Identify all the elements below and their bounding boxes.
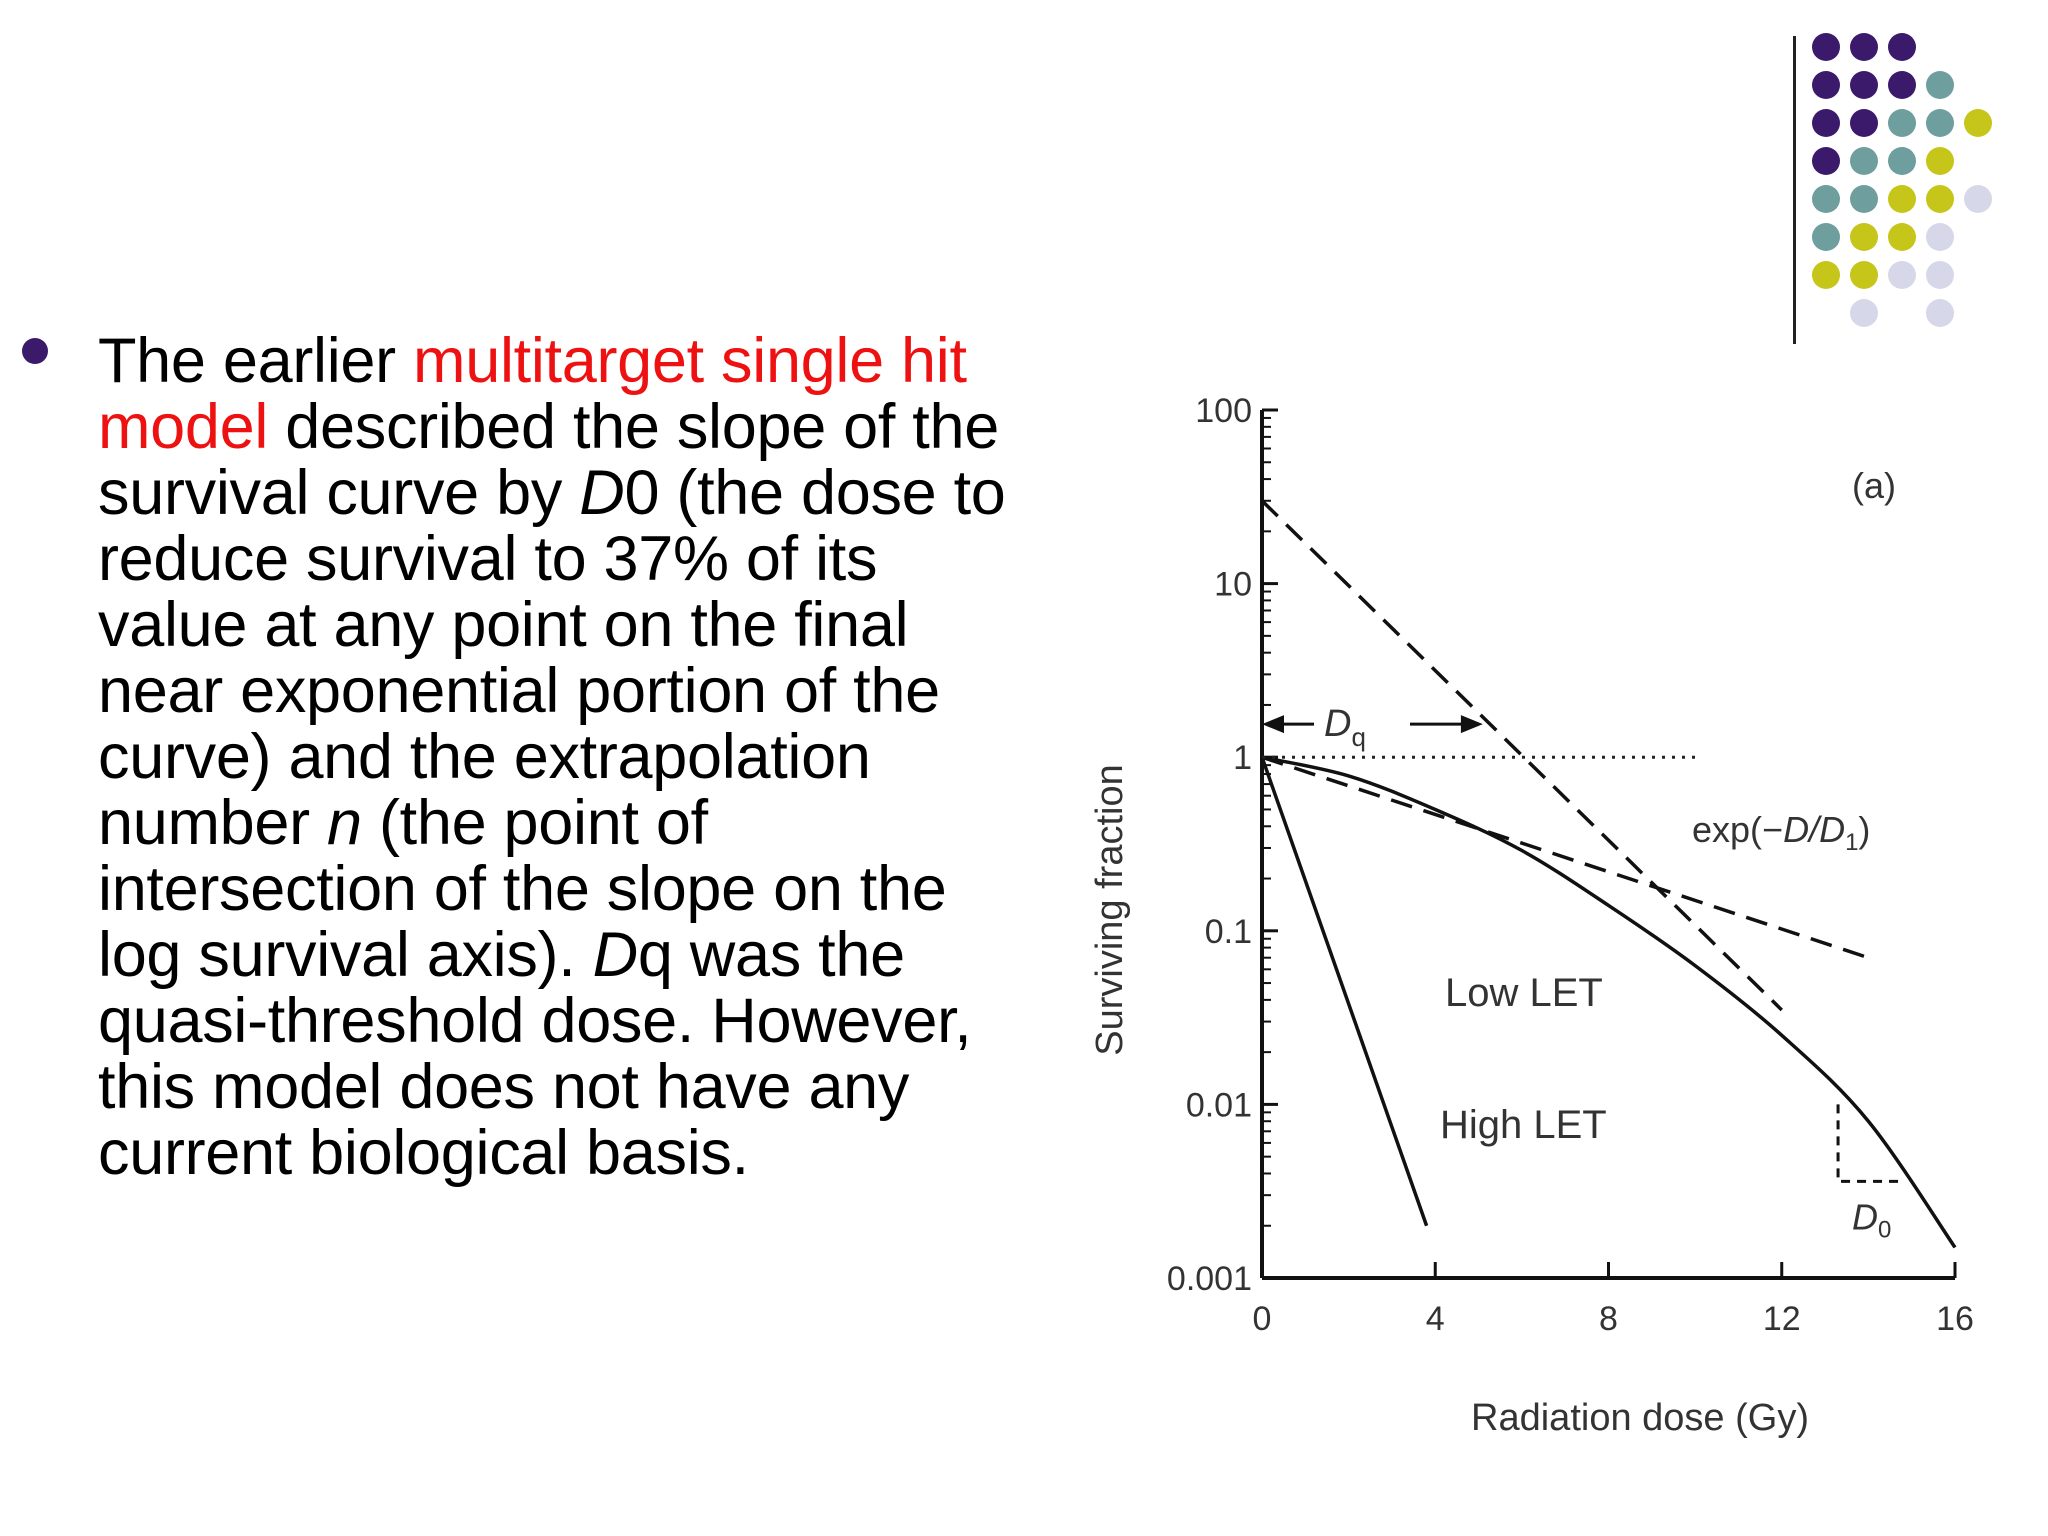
series-line-4 xyxy=(1260,499,1783,1012)
y-tick-label: 10 xyxy=(1214,566,1252,604)
bullet-segment: The earlier xyxy=(98,326,414,396)
x-tick-label: 0 xyxy=(1253,1300,1272,1338)
vertical-divider xyxy=(1793,36,1796,344)
exp-label-d: D/D xyxy=(1783,809,1845,850)
bullet-segment: D xyxy=(592,920,639,990)
decorative-dot xyxy=(1888,71,1916,99)
d0-label: D0 xyxy=(1852,1196,1891,1243)
y-axis-title: Surviving fraction xyxy=(1089,764,1131,1055)
y-tick-label: 100 xyxy=(1195,392,1252,430)
decorative-dot xyxy=(1888,261,1916,289)
decorative-dot xyxy=(1850,223,1878,251)
exp-label: exp(−D/D1) xyxy=(1692,809,1870,856)
decorative-dot xyxy=(1888,147,1916,175)
y-tick-label: 0.001 xyxy=(1167,1260,1252,1298)
series-line-3 xyxy=(1261,755,1869,960)
exp-label-sub: 1 xyxy=(1845,829,1858,856)
bullet-segment: described the slope of the survival curv… xyxy=(98,392,999,528)
bullet-segment: n xyxy=(327,788,362,858)
decorative-dot xyxy=(1926,109,1954,137)
exp-label-prefix: exp(− xyxy=(1692,809,1783,850)
bullet-segment: (the point of intersection of the slope … xyxy=(98,788,947,990)
decorative-dot xyxy=(1926,223,1954,251)
decorative-dot xyxy=(1812,261,1840,289)
decorative-dot xyxy=(1812,109,1840,137)
bullet-segment: 0 (the dose to reduce survival to 37% of… xyxy=(98,458,1006,858)
decorative-dot xyxy=(1888,109,1916,137)
decorative-dot xyxy=(1812,185,1840,213)
bullet-segment: q was the quasi-threshold dose. However,… xyxy=(98,920,972,1188)
x-tick-label: 4 xyxy=(1426,1300,1445,1338)
dq-label: Dq xyxy=(1324,703,1366,752)
decorative-dot xyxy=(1926,185,1954,213)
x-tick-label: 8 xyxy=(1599,1300,1618,1338)
decorative-dot xyxy=(1926,147,1954,175)
bullet-segment: multitarget single hit model xyxy=(98,326,967,462)
dq-arrow-left-head xyxy=(1262,715,1284,734)
dq-label-sub: q xyxy=(1351,722,1365,752)
decorative-dot xyxy=(1850,185,1878,213)
decorative-dot-grid xyxy=(1812,33,1992,327)
decorative-dot xyxy=(1812,33,1840,61)
decorative-dot xyxy=(1850,33,1878,61)
decorative-dot xyxy=(1964,109,1992,137)
series-line-2 xyxy=(1260,756,1429,1227)
bullet-segment: D xyxy=(579,458,625,528)
decorative-dot xyxy=(1850,147,1878,175)
dq-arrow-right-head xyxy=(1460,715,1483,734)
x-tick-label: 12 xyxy=(1763,1300,1801,1338)
bullet-paragraph: The earlier multitarget single hit model… xyxy=(98,328,1028,1186)
decorative-dot xyxy=(1888,185,1916,213)
decorative-dot xyxy=(1812,71,1840,99)
decorative-dot xyxy=(1850,109,1878,137)
series-line-1 xyxy=(1261,755,1957,1249)
y-tick-label: 1 xyxy=(1233,739,1252,777)
low-let-label: Low LET xyxy=(1445,971,1603,1015)
decorative-dot xyxy=(1926,261,1954,289)
survival-curve-figure: 0.001 0.01 0.1 1 10 100 0 4 8 12 16 (a) Radiation … xyxy=(1080,380,2000,1500)
bullet-icon xyxy=(22,338,48,364)
y-tick-label: 0.1 xyxy=(1205,913,1252,951)
d0-label-sub: 0 xyxy=(1878,1216,1891,1243)
decorative-dot xyxy=(1926,299,1954,327)
dq-label-d: D xyxy=(1324,703,1351,745)
d0-label-d: D xyxy=(1852,1196,1878,1237)
decorative-dot xyxy=(1888,223,1916,251)
decorative-dot xyxy=(1888,33,1916,61)
decorative-dot xyxy=(1812,223,1840,251)
decorative-dot xyxy=(1964,185,1992,213)
x-tick-label: 16 xyxy=(1936,1300,1974,1338)
decorative-dot xyxy=(1850,71,1878,99)
decorative-dot xyxy=(1926,71,1954,99)
high-let-label: High LET xyxy=(1440,1103,1607,1147)
panel-label: (a) xyxy=(1852,465,1896,506)
decorative-dot xyxy=(1812,147,1840,175)
d0-triangle xyxy=(1836,1104,1904,1183)
x-axis-title: Radiation dose (Gy) xyxy=(1471,1397,1809,1439)
decorative-dot xyxy=(1850,261,1878,289)
decorative-dot xyxy=(1850,299,1878,327)
exp-label-suffix: ) xyxy=(1858,809,1870,850)
y-tick-label: 0.01 xyxy=(1186,1086,1252,1124)
